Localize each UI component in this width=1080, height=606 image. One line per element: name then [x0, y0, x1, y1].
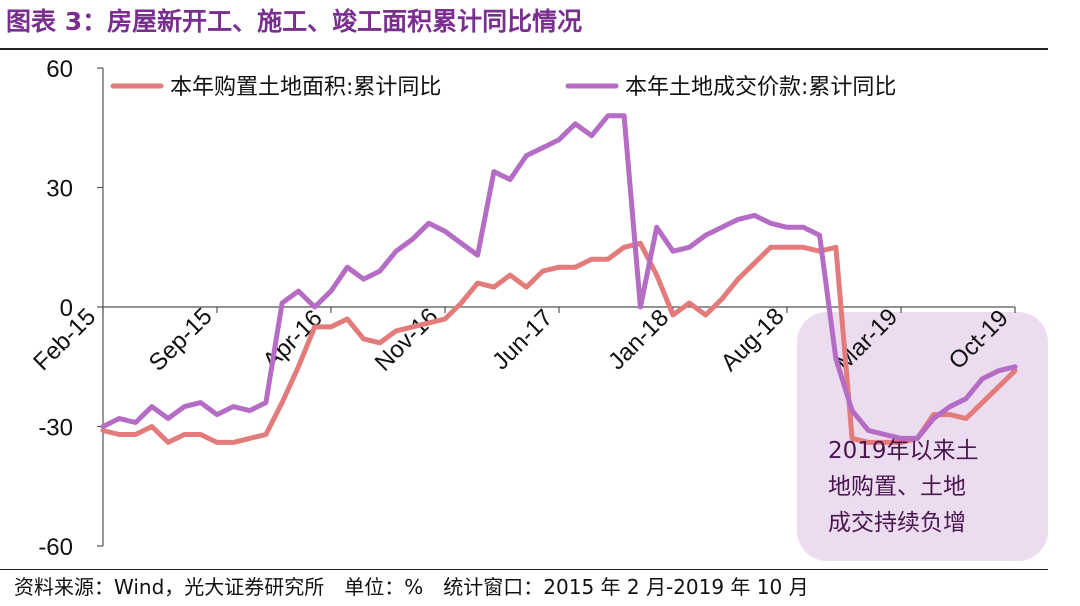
y-tick-label: -30 — [38, 415, 73, 442]
y-tick-label: -60 — [38, 534, 73, 561]
y-axis: 60 30 0 -30 -60 — [38, 56, 104, 561]
legend-label-1: 本年购置土地面积:累计同比 — [170, 75, 441, 100]
highlight-box — [797, 312, 1048, 561]
y-tick-label: 60 — [46, 56, 73, 83]
series-line-1 — [100, 240, 1018, 445]
x-tick-label: Jan-18 — [603, 304, 674, 375]
y-tick-label: 30 — [46, 176, 73, 203]
legend: 本年购置土地面积:累计同比 本年土地成交价款:累计同比 — [110, 75, 896, 100]
y-tick-label: 0 — [60, 295, 73, 322]
annotation-line-2: 地购置、土地 — [828, 474, 966, 500]
annotation-line-3: 成交持续负增 — [828, 510, 966, 536]
series-line-2 — [100, 113, 1018, 441]
x-tick-label: Sep-15 — [144, 303, 218, 377]
source-rule — [0, 569, 1048, 570]
source-note: 资料来源：Wind，光大证券研究所 单位：% 统计窗口：2015 年 2 月-2… — [14, 575, 809, 599]
title-rule — [0, 48, 1048, 50]
figure-title: 图表 3：房屋新开工、施工、竣工面积累计同比情况 — [6, 7, 583, 36]
annotation-line-1: 2019年以来土 — [828, 438, 979, 464]
x-tick-label: Aug-18 — [716, 303, 790, 377]
x-tick-label: Apr-16 — [258, 305, 328, 375]
annotation: 2019年以来土 地购置、土地 成交持续负增 — [828, 438, 979, 536]
series-layer — [100, 113, 1018, 445]
x-tick-label: Jun-17 — [487, 304, 558, 375]
legend-label-2: 本年土地成交价款:累计同比 — [625, 75, 896, 100]
